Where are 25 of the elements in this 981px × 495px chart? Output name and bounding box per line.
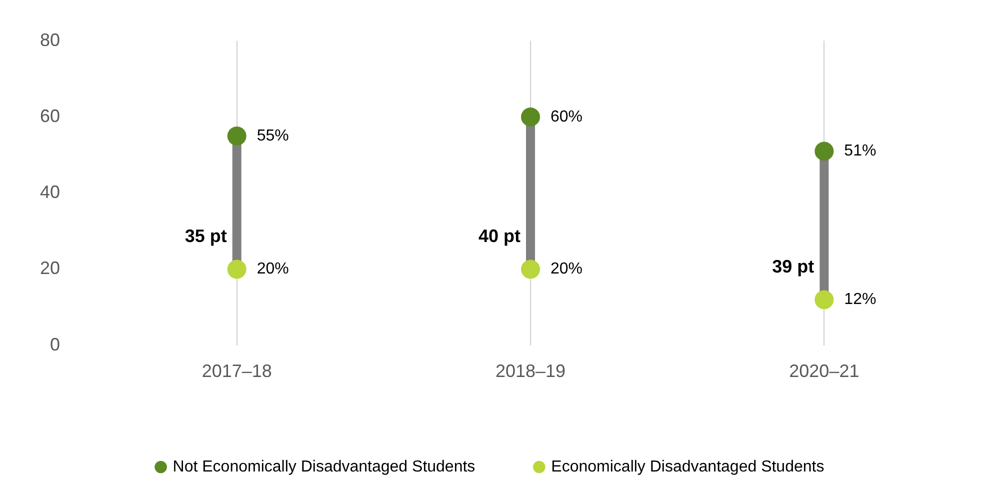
annotation: 35 pt	[184, 226, 227, 246]
data-label: 12%	[844, 291, 876, 308]
point	[227, 260, 246, 279]
x-tick-label: 2017–18	[202, 361, 272, 382]
data-label: 20%	[256, 260, 289, 278]
y-tick-label: 60	[40, 106, 60, 126]
point	[521, 107, 540, 126]
data-label: 51%	[844, 142, 876, 160]
y-tick-label: 80	[40, 30, 60, 50]
legend-label: Economically Disadvantaged Students	[551, 458, 824, 476]
y-tick-label: 40	[40, 182, 60, 202]
y-tick-label: 0	[50, 334, 60, 354]
point	[814, 290, 834, 310]
data-label: 55%	[256, 127, 289, 144]
point	[227, 126, 246, 146]
data-label: 20%	[550, 260, 583, 278]
point	[521, 260, 540, 279]
annotation: 39 pt	[772, 256, 814, 277]
data-label: 60%	[550, 108, 583, 126]
annotation: 40 pt	[478, 226, 521, 246]
x-tick-label: 2020–21	[789, 361, 860, 382]
y-tick-label: 20	[40, 258, 60, 278]
x-tick-label: 2018–19	[495, 361, 566, 382]
point	[814, 142, 834, 161]
legend-label: Not Economically Disadvantaged Students	[172, 458, 476, 476]
